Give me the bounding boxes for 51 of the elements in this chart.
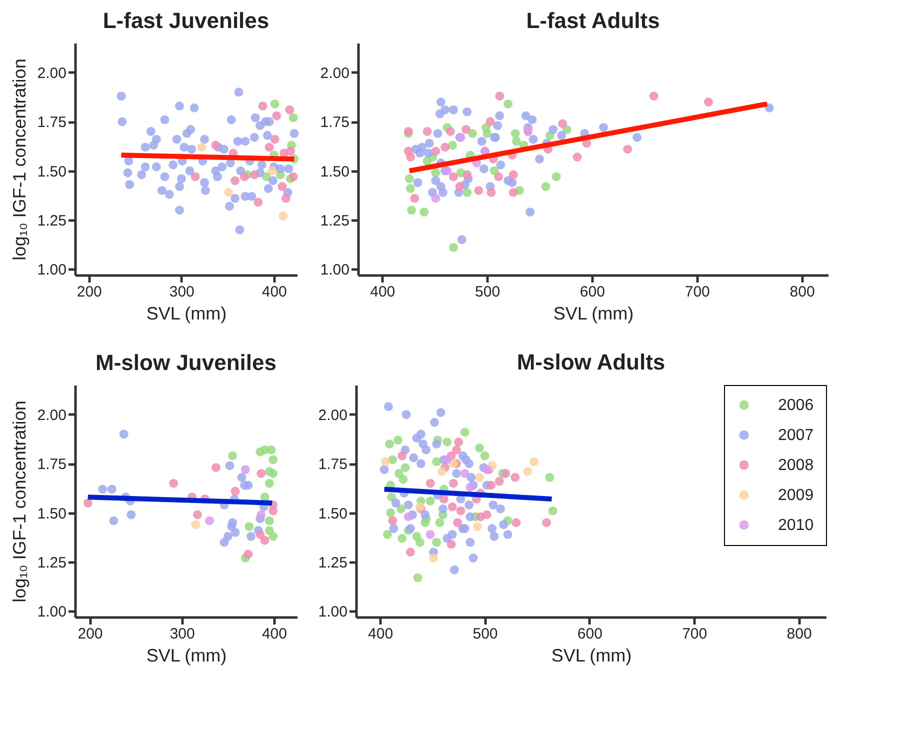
chart-title: M-slow Juveniles bbox=[96, 350, 276, 375]
y-tick-label: 1.00 bbox=[320, 262, 350, 279]
y-tick-label: 1.75 bbox=[37, 456, 66, 474]
y-axis-title: log₁₀ IGF-1 concentration bbox=[9, 58, 30, 260]
x-tick-label: 200 bbox=[78, 626, 103, 642]
legend-label: 2009 bbox=[778, 487, 814, 504]
x-axis-title: SVL (mm) bbox=[551, 646, 632, 666]
y-tick-label: 1.50 bbox=[320, 163, 350, 180]
x-tick-label: 500 bbox=[475, 284, 500, 300]
y-tick-label: 1.25 bbox=[37, 212, 66, 230]
x-tick-label: 800 bbox=[786, 626, 812, 642]
x-tick-label: 700 bbox=[682, 626, 708, 642]
y-tick-label: 1.75 bbox=[37, 114, 66, 132]
y-tick-label: 2.00 bbox=[37, 406, 66, 424]
x-tick-label: 500 bbox=[472, 626, 498, 642]
legend-label: 2006 bbox=[778, 397, 814, 414]
y-tick-label: 1.00 bbox=[37, 262, 66, 279]
y-axis-title: log₁₀ IGF-1 concentration bbox=[9, 400, 30, 602]
x-axis-title: SVL (mm) bbox=[146, 304, 227, 324]
legend-label: 2008 bbox=[778, 457, 814, 474]
x-tick-label: 700 bbox=[684, 284, 710, 300]
y-tick-label: 2.00 bbox=[37, 64, 66, 82]
x-tick-label: 400 bbox=[262, 284, 287, 300]
y-tick-label: 1.75 bbox=[318, 456, 348, 474]
x-tick-label: 400 bbox=[368, 626, 394, 642]
x-tick-label: 800 bbox=[790, 284, 815, 300]
legend-label: 2007 bbox=[778, 427, 814, 444]
x-tick-label: 400 bbox=[370, 284, 396, 300]
y-tick-label: 1.50 bbox=[37, 505, 66, 522]
y-tick-label: 1.50 bbox=[318, 505, 348, 522]
y-tick-label: 1.75 bbox=[320, 114, 350, 132]
y-tick-label: 1.25 bbox=[37, 554, 66, 572]
y-tick-label: 2.00 bbox=[318, 406, 348, 424]
y-tick-label: 1.25 bbox=[320, 212, 350, 230]
x-axis-title: SVL (mm) bbox=[146, 646, 227, 666]
y-tick-label: 1.25 bbox=[318, 554, 348, 572]
chart-title: L-fast Juveniles bbox=[102, 8, 270, 33]
y-tick-label: 2.00 bbox=[320, 64, 350, 82]
y-tick-label: 1.00 bbox=[37, 604, 66, 621]
x-axis-title: SVL (mm) bbox=[553, 304, 634, 324]
chart-title: L-fast Adults bbox=[526, 8, 660, 33]
legend-label: 2010 bbox=[778, 517, 814, 534]
x-tick-label: 200 bbox=[76, 284, 102, 300]
x-tick-label: 600 bbox=[580, 284, 605, 300]
x-tick-label: 300 bbox=[170, 626, 195, 642]
x-tick-label: 400 bbox=[262, 626, 287, 642]
chart-title: M-slow Adults bbox=[516, 350, 666, 374]
x-tick-label: 600 bbox=[577, 626, 602, 642]
x-tick-label: 300 bbox=[169, 284, 194, 300]
y-tick-label: 1.50 bbox=[37, 163, 66, 180]
y-tick-label: 1.00 bbox=[318, 604, 348, 621]
